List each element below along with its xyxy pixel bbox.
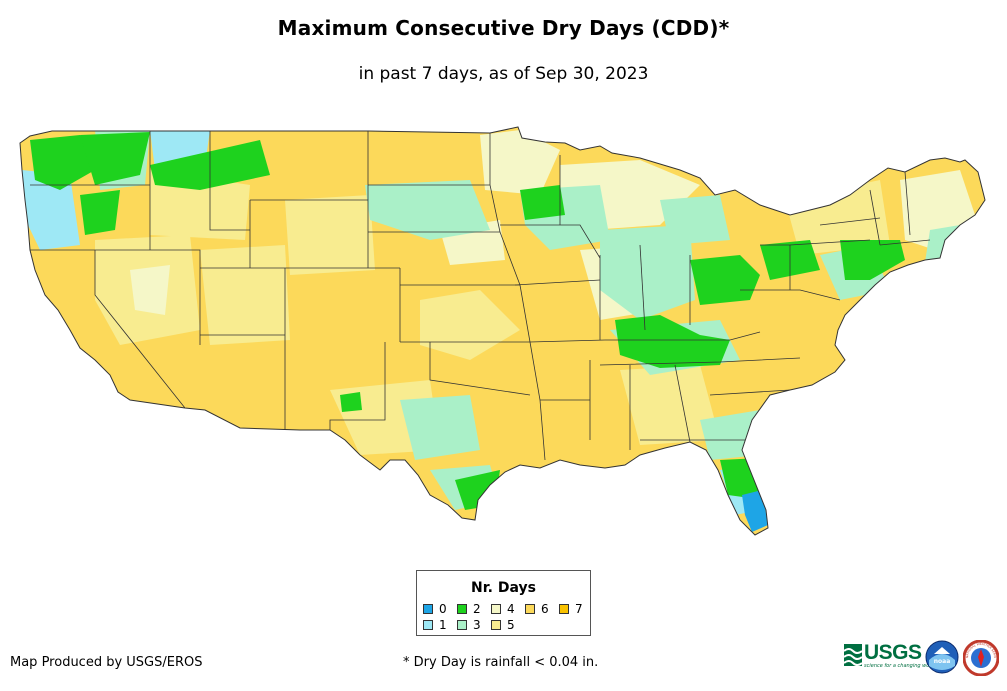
legend-swatch-6	[525, 604, 535, 614]
map-subtitle: in past 7 days, as of Sep 30, 2023	[358, 64, 649, 84]
map-title: Maximum Consecutive Dry Days (CDD)*	[277, 16, 730, 40]
legend-swatch-5	[491, 620, 501, 630]
legend-item-1: 1	[423, 619, 447, 631]
usgs-tagline: science for a changing world	[864, 663, 936, 669]
credit-text: Map Produced by USGS/EROS	[10, 655, 203, 670]
legend-swatch-7	[559, 604, 569, 614]
legend-swatch-0	[423, 604, 433, 614]
legend-item-5: 5	[491, 619, 515, 631]
legend-label-1: 1	[439, 618, 447, 632]
usgs-logo: USGS science for a changing world	[844, 641, 936, 672]
legend-item-2: 2	[457, 603, 481, 615]
legend-label-4: 4	[507, 602, 515, 616]
state-boundaries	[30, 131, 931, 461]
legend-label-7: 7	[575, 602, 583, 616]
noaa-logo-text: noaa	[934, 658, 951, 665]
noaa-logo-icon: noaa	[925, 640, 959, 674]
legend-item-3: 3	[457, 619, 481, 631]
legend-item-6: 6	[525, 603, 549, 615]
legend-title: Nr. Days	[471, 580, 536, 596]
nws-logo-icon: NATIONAL WEATHER SERVICE	[963, 640, 999, 676]
us-outline	[19, 126, 986, 536]
cdd-shading	[20, 127, 985, 535]
legend-swatch-3	[457, 620, 467, 630]
usgs-wordmark: USGS	[864, 641, 922, 664]
legend-swatch-2	[457, 604, 467, 614]
legend-label-0: 0	[439, 602, 447, 616]
legend-item-4: 4	[491, 603, 515, 615]
legend: Nr. Days 0 1 2 3 4 5 6 7	[416, 570, 591, 636]
legend-swatch-1	[423, 620, 433, 630]
usgs-wave-icon	[844, 644, 863, 666]
legend-label-3: 3	[473, 618, 481, 632]
legend-swatch-4	[491, 604, 501, 614]
legend-item-7: 7	[559, 603, 583, 615]
footnote-text: * Dry Day is rainfall < 0.04 in.	[403, 655, 599, 670]
legend-label-5: 5	[507, 618, 515, 632]
legend-label-6: 6	[541, 602, 549, 616]
legend-item-0: 0	[423, 603, 447, 615]
legend-label-2: 2	[473, 602, 481, 616]
